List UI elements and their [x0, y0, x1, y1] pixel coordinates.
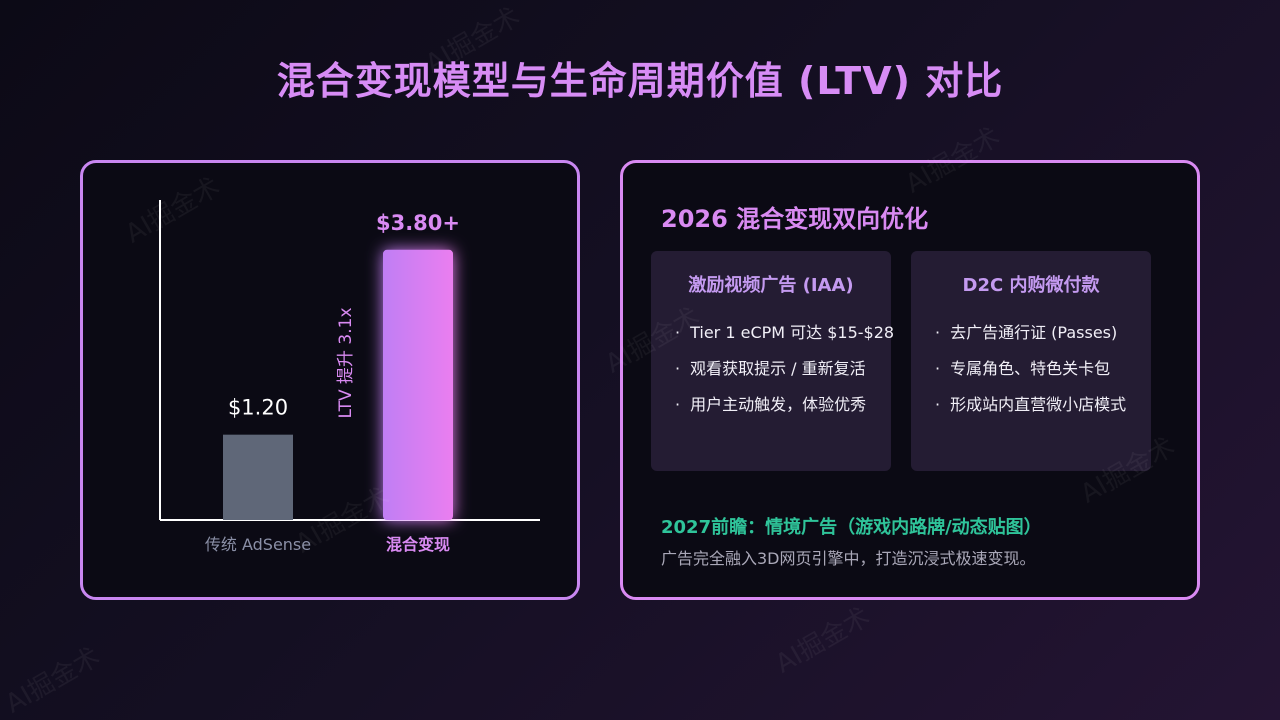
d2c-card: D2C 内购微付款 去广告通行证 (Passes) 专属角色、特色关卡包 形成站…	[911, 251, 1151, 471]
optimization-panel: 2026 混合变现双向优化 激励视频广告 (IAA) Tier 1 eCPM 可…	[620, 160, 1200, 600]
bar-2	[383, 249, 453, 520]
ltv-bar-chart: $1.20 传统 AdSense $3.80+ 混合变现 LTV 提升 3.1x	[159, 200, 540, 554]
bar-1	[223, 434, 293, 520]
list-item: 形成站内直营微小店模式	[935, 387, 1151, 423]
card-title: 激励视频广告 (IAA)	[688, 275, 854, 296]
iaa-card: 激励视频广告 (IAA) Tier 1 eCPM 可达 $15-$28 观看获取…	[651, 251, 894, 471]
data-label-1: $1.20	[228, 396, 288, 420]
list-item: 去广告通行证 (Passes)	[935, 315, 1151, 351]
panel-title: 2026 混合变现双向优化	[661, 205, 929, 233]
page-title: 混合变现模型与生命周期价值 (LTV) 对比	[276, 59, 1004, 103]
card-list: Tier 1 eCPM 可达 $15-$28 观看获取提示 / 重新复活 用户主…	[651, 315, 894, 423]
future-title: 2027前瞻：情境广告（游戏内路牌/动态贴图）	[661, 517, 1042, 538]
watermark: AI掘金术	[770, 601, 876, 680]
category-label-1: 传统 AdSense	[205, 535, 311, 554]
list-item: 用户主动触发，体验优秀	[675, 387, 891, 423]
watermark: AI掘金术	[0, 641, 106, 720]
card-list: 去广告通行证 (Passes) 专属角色、特色关卡包 形成站内直营微小店模式	[911, 315, 1151, 423]
ltv-annotation: LTV 提升 3.1x	[336, 307, 356, 418]
list-item: Tier 1 eCPM 可达 $15-$28	[675, 315, 894, 351]
category-label-2: 混合变现	[386, 535, 450, 554]
data-label-2: $3.80+	[376, 211, 460, 235]
list-item: 观看获取提示 / 重新复活	[675, 351, 891, 387]
list-item: 专属角色、特色关卡包	[935, 351, 1151, 387]
card-title: D2C 内购微付款	[962, 275, 1100, 296]
future-text: 广告完全融入3D网页引擎中，打造沉浸式极速变现。	[661, 549, 1036, 568]
chart-panel: $1.20 传统 AdSense $3.80+ 混合变现 LTV 提升 3.1x	[80, 160, 580, 600]
